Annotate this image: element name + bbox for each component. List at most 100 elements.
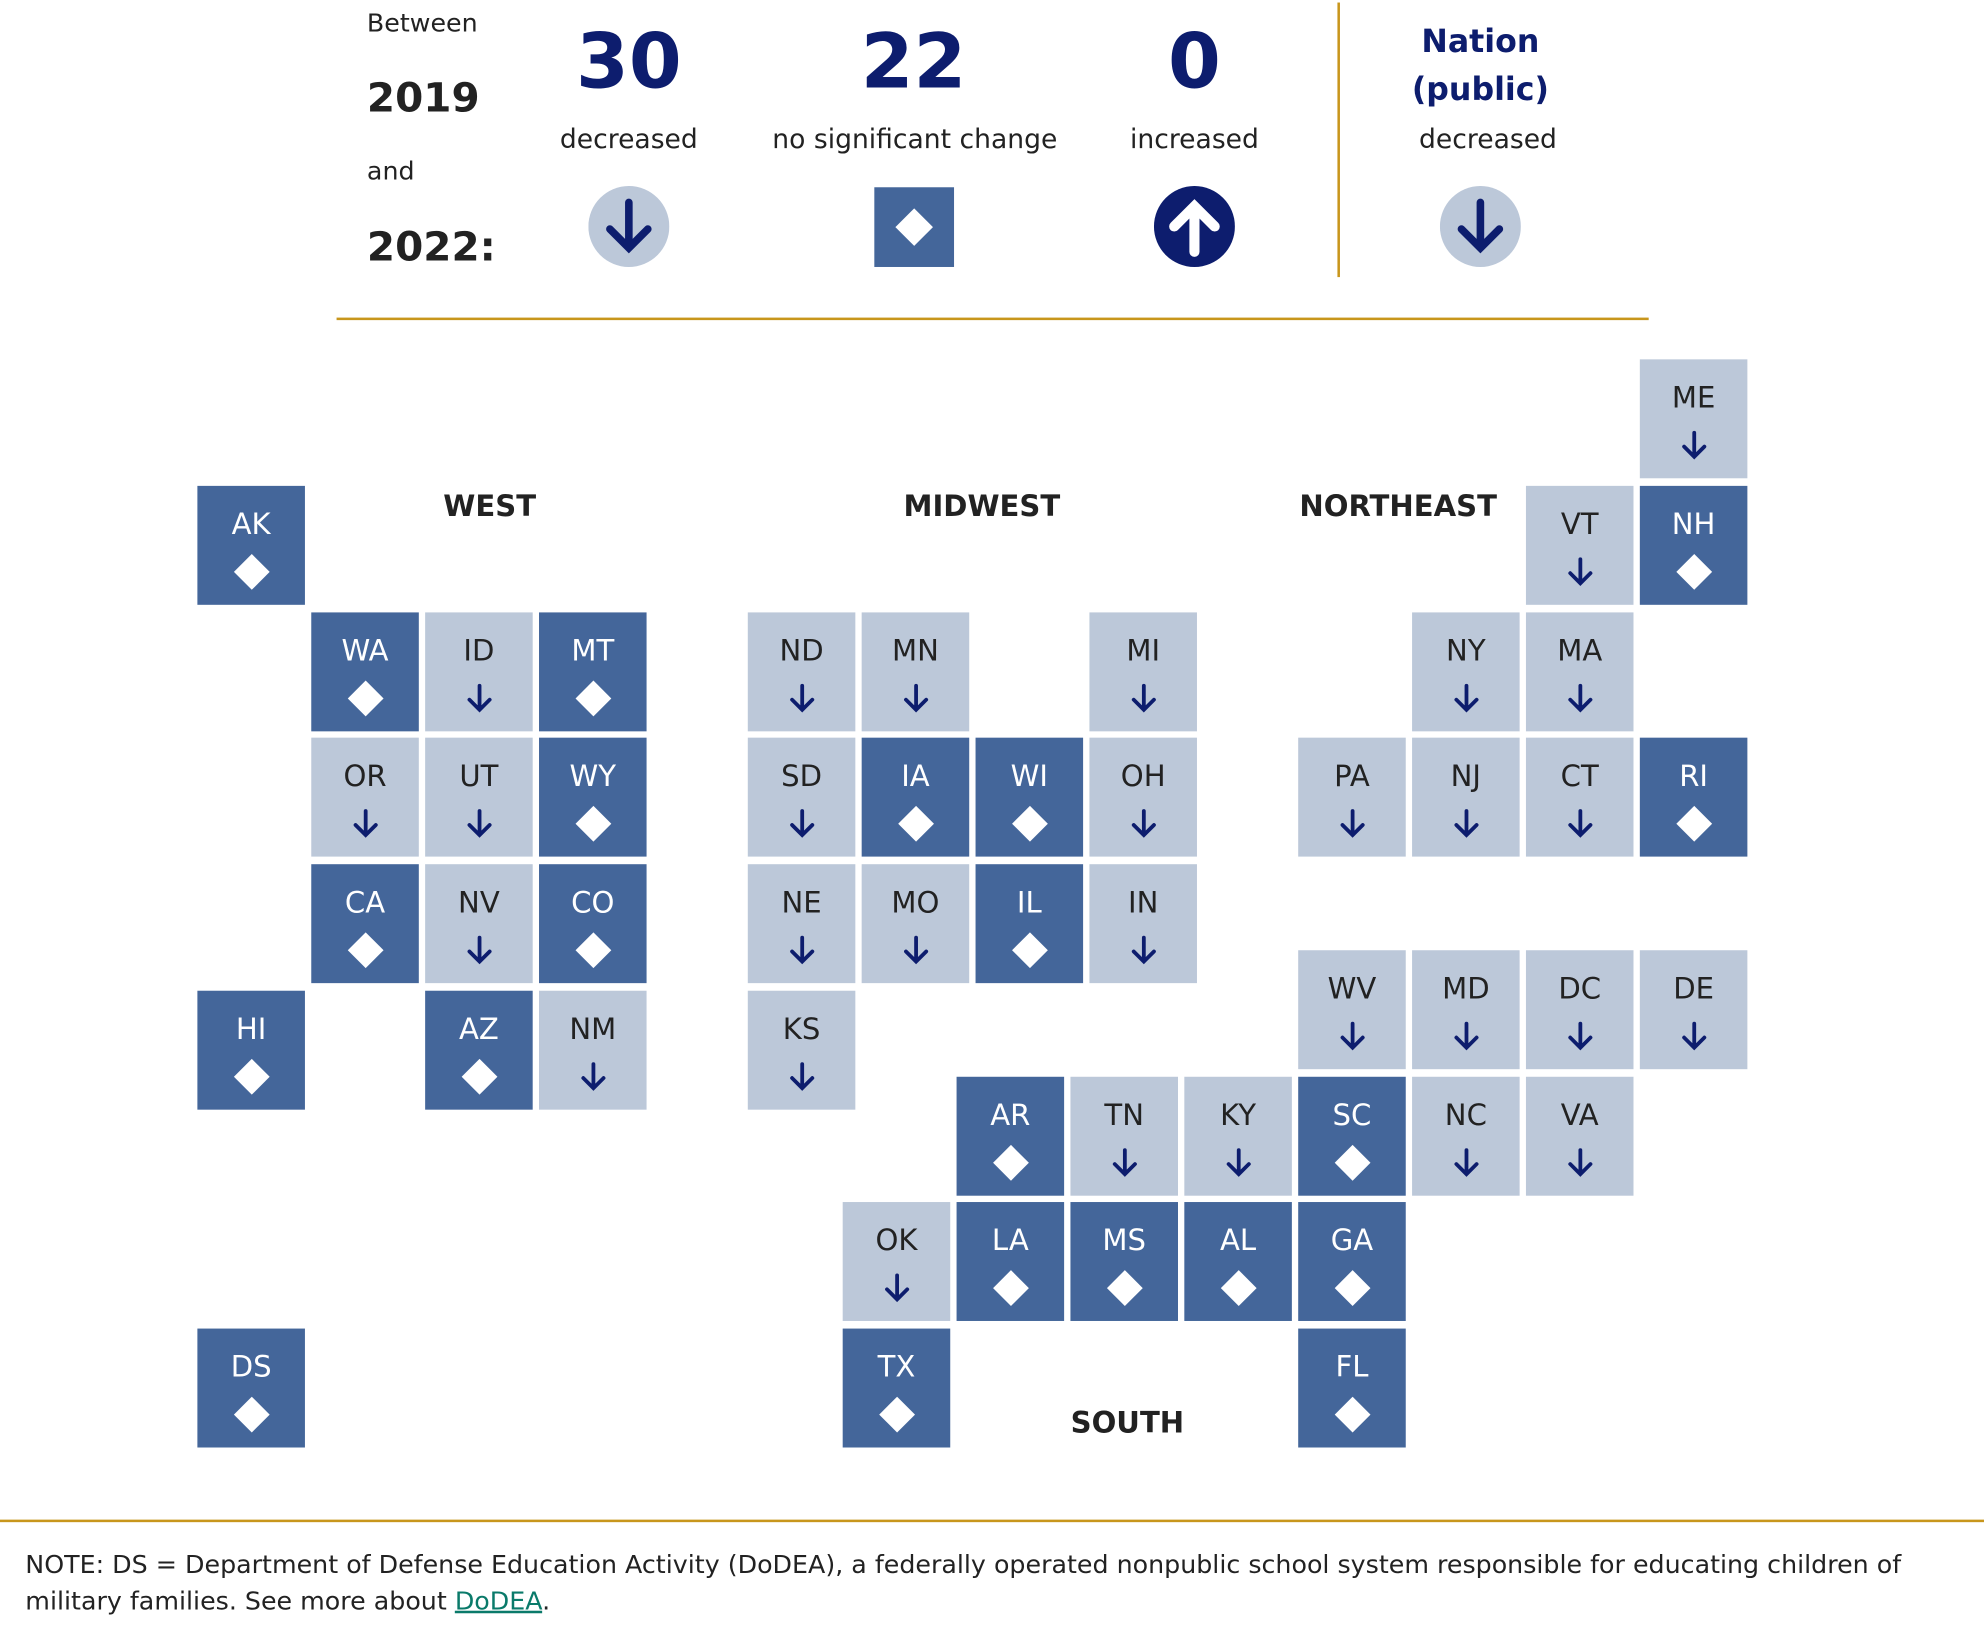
diamond-icon [1106, 1270, 1143, 1306]
state-tile-ct: CT [1525, 737, 1634, 857]
state-tile-sc: SC [1298, 1076, 1406, 1196]
no-change-count: 22 [860, 17, 967, 107]
state-abbr: MN [891, 635, 939, 669]
state-tile-or: OR [311, 737, 419, 857]
state-abbr: TN [1104, 1099, 1144, 1133]
state-abbr: GA [1330, 1224, 1374, 1258]
state-abbr: NM [569, 1013, 617, 1047]
state-tile-az: AZ [425, 990, 533, 1110]
state-tile-co: CO [539, 864, 647, 984]
decreased-count: 30 [576, 17, 682, 107]
state-abbr: CT [1560, 760, 1599, 794]
state-abbr: AK [231, 508, 271, 542]
diamond-icon [461, 1058, 497, 1095]
state-abbr: NY [1446, 635, 1486, 669]
state-abbr: CA [344, 886, 386, 920]
diamond-icon [1675, 554, 1712, 590]
region-label-midwest: MIDWEST [903, 490, 1061, 524]
state-abbr: MA [1557, 635, 1603, 669]
arrow-down-icon [788, 809, 816, 844]
state-abbr: NJ [1450, 760, 1482, 794]
state-tile-in: IN [1089, 864, 1197, 984]
footnote-text: NOTE: DS = Department of Defense Educati… [25, 1548, 1902, 1616]
arrow-down-icon [1338, 1021, 1366, 1056]
state-abbr: AR [990, 1099, 1031, 1133]
arrow-down-icon [465, 683, 493, 718]
state-tile-oh: OH [1089, 737, 1197, 857]
decreased-label: decreased [559, 123, 698, 155]
state-tile-va: VA [1525, 1076, 1634, 1196]
state-tile-mn: MN [861, 612, 970, 732]
state-tile-ms: MS [1070, 1202, 1178, 1321]
arrow-down-icon [1566, 809, 1594, 844]
state-abbr: SC [1332, 1099, 1372, 1133]
state-abbr: OH [1120, 760, 1166, 794]
state-tile-nc: NC [1412, 1076, 1520, 1196]
diamond-square-icon [874, 187, 955, 267]
diamond-icon [574, 932, 611, 969]
state-tile-me: ME [1639, 359, 1748, 479]
state-abbr: MO [891, 886, 940, 920]
arrow-down-icon [902, 683, 930, 718]
state-abbr: PA [1334, 760, 1370, 794]
arrow-down-icon [465, 809, 493, 844]
arrow-down-icon [579, 1062, 607, 1097]
state-abbr: AL [1220, 1224, 1257, 1258]
state-tile-wi: WI [975, 737, 1084, 857]
arrow-down-icon [1452, 1148, 1480, 1183]
state-abbr: OR [343, 760, 387, 794]
state-tile-tn: TN [1070, 1076, 1178, 1196]
state-tile-ma: MA [1525, 612, 1634, 732]
arrow-up-circle-icon [1153, 185, 1235, 267]
state-tile-nm: NM [539, 990, 647, 1110]
state-tile-id: ID [425, 612, 533, 732]
state-abbr: LA [991, 1224, 1029, 1258]
arrow-down-icon [788, 683, 816, 718]
state-abbr: NV [458, 886, 500, 920]
region-label-northeast: NORTHEAST [1299, 490, 1497, 524]
state-abbr: DE [1673, 973, 1715, 1006]
arrow-down-circle-icon [588, 185, 670, 267]
arrow-down-icon [883, 1273, 911, 1308]
state-tile-ne: NE [747, 864, 856, 984]
diamond-icon [1011, 932, 1048, 969]
region-label-south: SOUTH [1070, 1407, 1185, 1440]
arrow-down-icon [1452, 683, 1480, 718]
footnote-end: . [542, 1585, 551, 1616]
arrow-down-icon [902, 935, 930, 970]
state-abbr: MD [1442, 973, 1490, 1006]
state-tile-ok: OK [842, 1202, 951, 1321]
diamond-icon [574, 805, 611, 842]
state-tile-mt: MT [539, 612, 647, 732]
state-abbr: SD [781, 760, 823, 794]
state-tile-nj: NJ [1412, 737, 1520, 857]
year-start: 2019 [366, 73, 480, 122]
state-abbr: NH [1671, 508, 1716, 542]
state-abbr: MI [1126, 635, 1161, 669]
arrow-down-icon [465, 935, 493, 970]
state-abbr: OK [875, 1224, 918, 1258]
state-abbr: NE [781, 886, 822, 920]
dodea-link[interactable]: DoDEA [454, 1585, 543, 1616]
year-end: 2022: [366, 222, 496, 271]
between-label: Between [366, 7, 478, 38]
arrow-down-icon [1224, 1148, 1252, 1183]
arrow-down-icon [1338, 809, 1366, 844]
arrow-down-icon [788, 935, 816, 970]
state-abbr: VA [1560, 1099, 1599, 1133]
state-abbr: TX [877, 1351, 916, 1385]
state-abbr: FL [1335, 1351, 1369, 1385]
state-abbr: MS [1102, 1224, 1147, 1258]
state-abbr: HI [235, 1013, 267, 1047]
nation-title-line2: (public) [1411, 70, 1549, 108]
state-abbr: WA [341, 635, 389, 669]
state-tile-ar: AR [956, 1076, 1065, 1196]
state-tile-ak: AK [197, 485, 305, 605]
footnote: NOTE: DS = Department of Defense Educati… [25, 1546, 1936, 1619]
state-tile-fl: FL [1298, 1328, 1406, 1448]
diamond-icon [347, 932, 383, 969]
arrow-down-icon [1680, 430, 1708, 465]
state-tile-ri: RI [1639, 737, 1748, 857]
state-abbr: ME [1671, 382, 1716, 416]
